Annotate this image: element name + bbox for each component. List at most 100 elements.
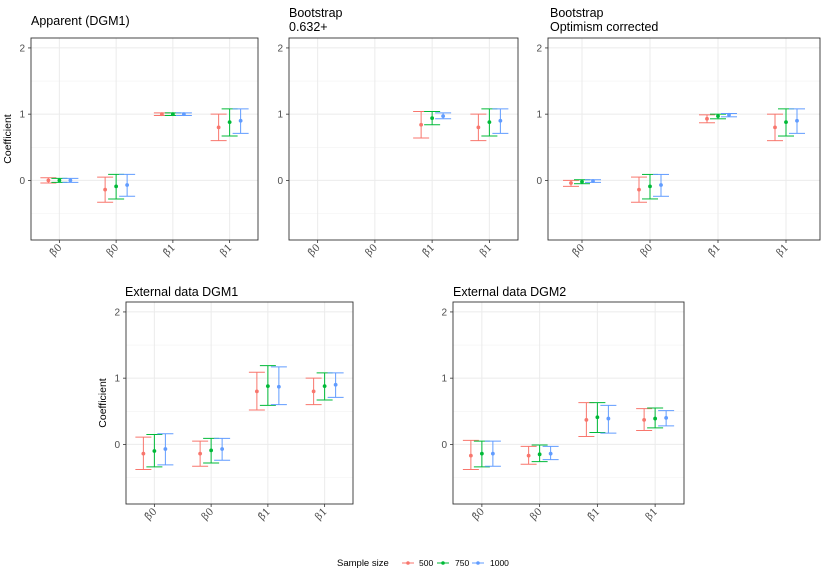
point-estimate-500 <box>141 451 146 456</box>
panel-title: Bootstrap <box>550 6 604 20</box>
point-estimate-500 <box>311 389 316 394</box>
x-tick-label: β̂1 <box>421 242 437 258</box>
point-estimate-1000 <box>220 447 225 451</box>
point-estimate-750 <box>537 452 542 457</box>
x-tick-label: β0 <box>639 242 655 258</box>
x-tick-label: β0 <box>200 506 216 522</box>
point-estimate-500 <box>419 122 424 127</box>
x-tick-label: β̂1 <box>707 242 723 258</box>
point-estimate-750 <box>580 179 584 184</box>
y-tick-label: 2 <box>114 307 120 318</box>
point-estimate-750 <box>114 184 119 189</box>
point-estimate-1000 <box>498 118 503 123</box>
x-tick-label: β1 <box>644 506 660 522</box>
point-estimate-1000 <box>163 447 168 451</box>
x-tick-label: β1 <box>313 506 329 522</box>
y-tick-label: 2 <box>277 43 283 54</box>
y-axis-label: Coefficient <box>2 114 14 164</box>
point-estimate-750 <box>227 120 232 125</box>
point-estimate-750 <box>784 120 788 125</box>
point-estimate-750 <box>57 178 62 183</box>
x-tick-label: β0 <box>105 242 121 258</box>
point-estimate-750 <box>595 415 600 420</box>
point-estimate-750 <box>170 112 175 117</box>
x-tick-label: β̂0 <box>306 242 322 258</box>
y-tick-label: 1 <box>441 374 447 385</box>
y-axis-label: Coefficient <box>97 378 109 428</box>
point-estimate-750 <box>487 120 492 125</box>
x-tick-label: β0 <box>364 242 380 258</box>
point-estimate-500 <box>468 453 473 458</box>
x-tick-label: β̂0 <box>48 242 64 258</box>
y-tick-label: 1 <box>114 374 120 385</box>
point-estimate-750 <box>322 384 327 389</box>
point-estimate-1000 <box>181 112 186 117</box>
point-estimate-500 <box>569 181 573 185</box>
panel-border <box>547 37 821 241</box>
point-estimate-750 <box>716 114 720 119</box>
y-tick-label: 0 <box>19 176 25 187</box>
point-estimate-500 <box>216 125 221 130</box>
y-tick-label: 1 <box>19 110 25 121</box>
y-tick-label: 0 <box>441 440 447 451</box>
panel-1: Apparent (DGM1) 0 1 2 Coefficient β̂0 β0 β̂1 β1 <box>2 14 259 259</box>
panel-title: Apparent (DGM1) <box>31 14 130 28</box>
y-tick-label: 1 <box>536 110 542 121</box>
legend-label-1000: 1000 <box>490 558 509 568</box>
point-estimate-500 <box>476 125 481 130</box>
point-estimate-500 <box>198 451 203 456</box>
point-estimate-1000 <box>591 179 595 183</box>
point-estimate-1000 <box>795 118 799 123</box>
x-tick-label: β̂0 <box>143 506 159 522</box>
point-estimate-1000 <box>727 112 731 117</box>
x-tick-label: β0 <box>528 506 544 522</box>
point-estimate-750 <box>265 384 270 389</box>
legend-label-500: 500 <box>419 558 433 568</box>
legend-dot-750 <box>441 561 445 565</box>
panel-title: 0.632+ <box>289 20 328 34</box>
panel-border <box>452 301 685 505</box>
point-estimate-1000 <box>125 183 130 187</box>
point-estimate-1000 <box>490 451 495 456</box>
panel-title: Optimism corrected <box>550 20 658 34</box>
y-tick-label: 2 <box>536 43 542 54</box>
point-estimate-1000 <box>441 114 446 119</box>
panel-border <box>288 37 519 241</box>
panel-5: External data DGM2 0 1 2 β̂0 β0 β̂1 β1 <box>441 285 685 523</box>
point-estimate-1000 <box>276 384 281 389</box>
legend-dot-500 <box>406 561 410 565</box>
point-estimate-750 <box>430 116 435 121</box>
point-estimate-500 <box>773 125 777 130</box>
legend-label-750: 750 <box>455 558 469 568</box>
x-tick-label: β̂0 <box>471 506 487 522</box>
point-estimate-1000 <box>68 178 73 183</box>
y-tick-label: 2 <box>441 307 447 318</box>
panel-border <box>125 301 354 505</box>
point-estimate-500 <box>584 417 589 422</box>
point-estimate-750 <box>653 416 658 421</box>
panel-border <box>30 37 259 241</box>
legend-title: Sample size <box>337 558 389 569</box>
point-estimate-1000 <box>548 451 553 456</box>
y-tick-label: 0 <box>277 176 283 187</box>
point-estimate-500 <box>254 389 259 394</box>
y-tick-label: 0 <box>536 176 542 187</box>
y-tick-label: 0 <box>114 440 120 451</box>
point-estimate-500 <box>637 187 641 192</box>
legend-dot-1000 <box>476 561 480 565</box>
panel-title: Bootstrap <box>289 6 343 20</box>
point-estimate-500 <box>103 187 108 192</box>
x-tick-label: β̂1 <box>162 242 178 258</box>
point-estimate-500 <box>705 116 709 121</box>
point-estimate-750 <box>152 449 157 453</box>
panel-title: External data DGM2 <box>453 285 566 299</box>
point-estimate-1000 <box>659 183 663 187</box>
panel-4: External data DGM1 0 1 2 Coefficient β̂0 β0 β̂1… <box>97 285 354 523</box>
y-tick-label: 1 <box>277 110 283 121</box>
x-tick-label: β1 <box>775 242 791 258</box>
x-tick-label: β1 <box>478 242 494 258</box>
